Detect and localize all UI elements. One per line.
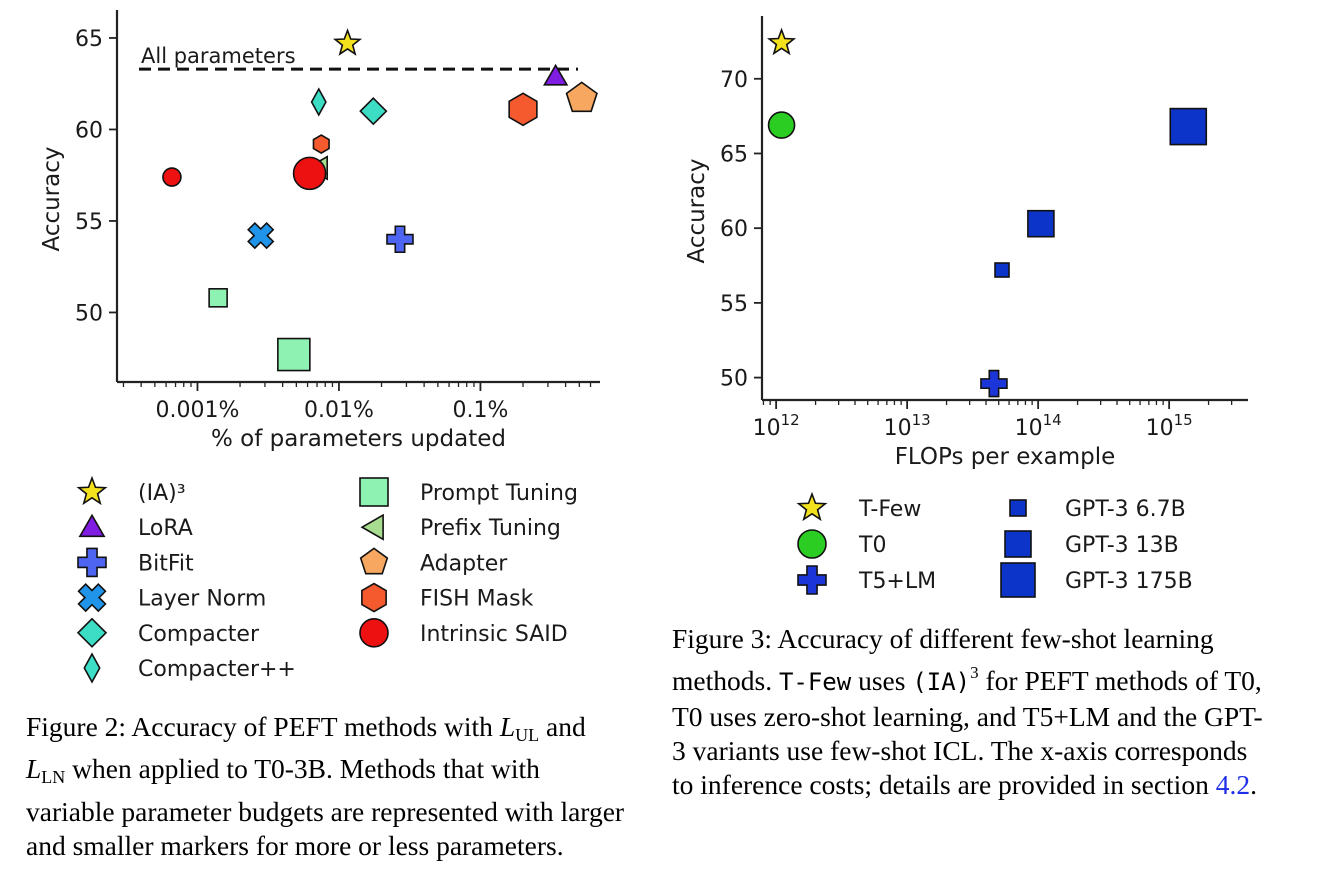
all-parameters-label: All parameters <box>141 44 296 68</box>
legend-layer-norm-label: Layer Norm <box>138 587 266 612</box>
x-tick-label: 0.1% <box>452 398 508 423</box>
marker-gpt-3-175b-large <box>1169 107 1208 146</box>
legend-compacter-marker <box>76 617 108 648</box>
caption-text: uses <box>851 665 913 697</box>
legend-intrinsic-said-label: Intrinsic SAID <box>420 622 568 647</box>
caption-text: . <box>1250 769 1257 801</box>
section-link[interactable]: 4.2 <box>1215 769 1251 801</box>
y-axis-label: Accuracy <box>684 158 710 263</box>
caption-text: when applied to T0-3B. Methods that with… <box>26 753 625 861</box>
y-tick-label: 70 <box>720 68 748 93</box>
code-text: T-Few <box>778 668 852 697</box>
legend-gpt-3-13b-marker <box>1004 530 1032 558</box>
legend-gpt-3-175b-marker <box>1000 562 1036 598</box>
legend-adapter-marker <box>359 547 389 575</box>
x-axis-label: % of parameters updated <box>211 426 506 452</box>
legend-intrinsic-said-marker <box>359 617 389 648</box>
marker-prompt-tuning-small <box>208 288 228 308</box>
legend-lora-marker <box>78 513 106 538</box>
legend-lora-label: LoRA <box>138 516 193 541</box>
code-text: (IA) <box>912 668 971 697</box>
y-axis-label: Accuracy <box>39 146 65 251</box>
legend-t0-label: T0 <box>858 533 886 558</box>
marker-gpt-3-6-7b-small <box>994 262 1010 278</box>
marker-gpt-3-13b-medium <box>1027 209 1055 238</box>
marker-t5-lm-normal <box>980 369 1008 398</box>
legend-compacter-label: Compacter++ <box>138 657 296 682</box>
superscript: 3 <box>970 663 979 683</box>
y-tick-label: 65 <box>75 27 103 52</box>
legend-gpt-3-175b-label: GPT-3 175B <box>1065 569 1193 594</box>
legend-adapter-label: Adapter <box>420 551 508 576</box>
y-tick-label: 55 <box>720 292 748 317</box>
legend-prefix-tuning-marker <box>360 513 384 541</box>
caption-text: Figure 3: Accuracy of different few-shot… <box>672 623 1214 697</box>
marker-fish-mask-large <box>508 92 538 127</box>
legend-compacter-marker <box>83 652 101 684</box>
x-tick-label: 1012 <box>753 411 800 441</box>
legend-bitfit-label: BitFit <box>138 551 194 576</box>
legend-gpt-3-6-7b-marker <box>1009 499 1027 517</box>
marker-ia-normal <box>332 28 363 56</box>
legend-bitfit-marker <box>77 547 107 578</box>
legend-t-few-label: T-Few <box>858 497 921 522</box>
legend-t0-marker <box>797 529 827 559</box>
caption-text: Figure 2: Accuracy of PEFT methods with <box>26 711 500 742</box>
figure-3-caption: Figure 3: Accuracy of different few-shot… <box>672 622 1272 802</box>
marker-adapter-large <box>565 81 598 113</box>
y-tick-label: 60 <box>720 217 748 242</box>
marker-layer-norm-normal <box>247 221 275 250</box>
y-tick-label: 65 <box>720 142 748 167</box>
legend-gpt-3-6-7b-label: GPT-3 6.7B <box>1065 497 1186 522</box>
legend-t-few-marker <box>796 491 828 522</box>
marker-lora-normal <box>542 63 569 86</box>
caption-text: and <box>539 711 586 742</box>
legend-t5-lm-marker <box>797 565 827 595</box>
marker-intrinsic-said-small <box>162 167 182 187</box>
x-tick-label: 1013 <box>884 411 931 441</box>
math-symbol: L <box>26 753 42 785</box>
figure-2-caption: Figure 2: Accuracy of PEFT methods with … <box>26 710 626 863</box>
x-tick-label: 0.01% <box>304 398 374 423</box>
y-tick-label: 50 <box>720 367 748 392</box>
math-subscript: UL <box>515 725 540 745</box>
legend-ia-marker <box>76 475 108 506</box>
legend-fish-mask-marker <box>361 582 387 613</box>
marker-t-few-normal <box>767 27 797 56</box>
legend-ia-label: (IA)³ <box>138 481 186 506</box>
figure-2-chart: 50 55 60 65 0.001% 0.01% 0.1% % of parameters u… <box>39 10 600 684</box>
math-symbol: L <box>499 711 516 742</box>
legend-fish-mask-label: FISH Mask <box>420 587 534 612</box>
legend-t5-lm-label: T5+LM <box>858 569 936 594</box>
marker-fish-mask-small <box>312 134 330 155</box>
legend-compacter-label: Compacter <box>138 622 260 647</box>
marker-compacter-normal <box>359 97 388 126</box>
y-tick-label: 50 <box>75 301 103 326</box>
x-tick-label: 0.001% <box>156 398 240 423</box>
caption-text: for PEFT methods of T0, T0 uses zero-sho… <box>672 665 1263 801</box>
x-tick-label: 1015 <box>1146 411 1193 441</box>
marker-bitfit-normal <box>386 225 414 254</box>
legend-layer-norm-marker <box>77 583 107 613</box>
legend-prompt-tuning-marker <box>359 477 389 507</box>
legend-prompt-tuning-label: Prompt Tuning <box>420 481 578 506</box>
y-tick-label: 60 <box>75 118 103 143</box>
marker-intrinsic-said-large <box>292 156 327 191</box>
legend-gpt-3-13b-label: GPT-3 13B <box>1065 533 1179 558</box>
figure-3-chart: 50 55 60 65 70 1012 1013 1014 1015 FLOPs per exam… <box>684 16 1248 598</box>
marker-t0-normal <box>767 111 796 139</box>
math-subscript: LN <box>41 767 66 788</box>
marker-prompt-tuning-large <box>277 337 311 372</box>
y-tick-label: 55 <box>75 210 103 235</box>
legend-prefix-tuning-label: Prefix Tuning <box>420 516 561 541</box>
x-tick-label: 1014 <box>1015 411 1062 441</box>
marker-compacter-normal <box>310 87 327 117</box>
x-axis-label: FLOPs per example <box>895 444 1116 470</box>
